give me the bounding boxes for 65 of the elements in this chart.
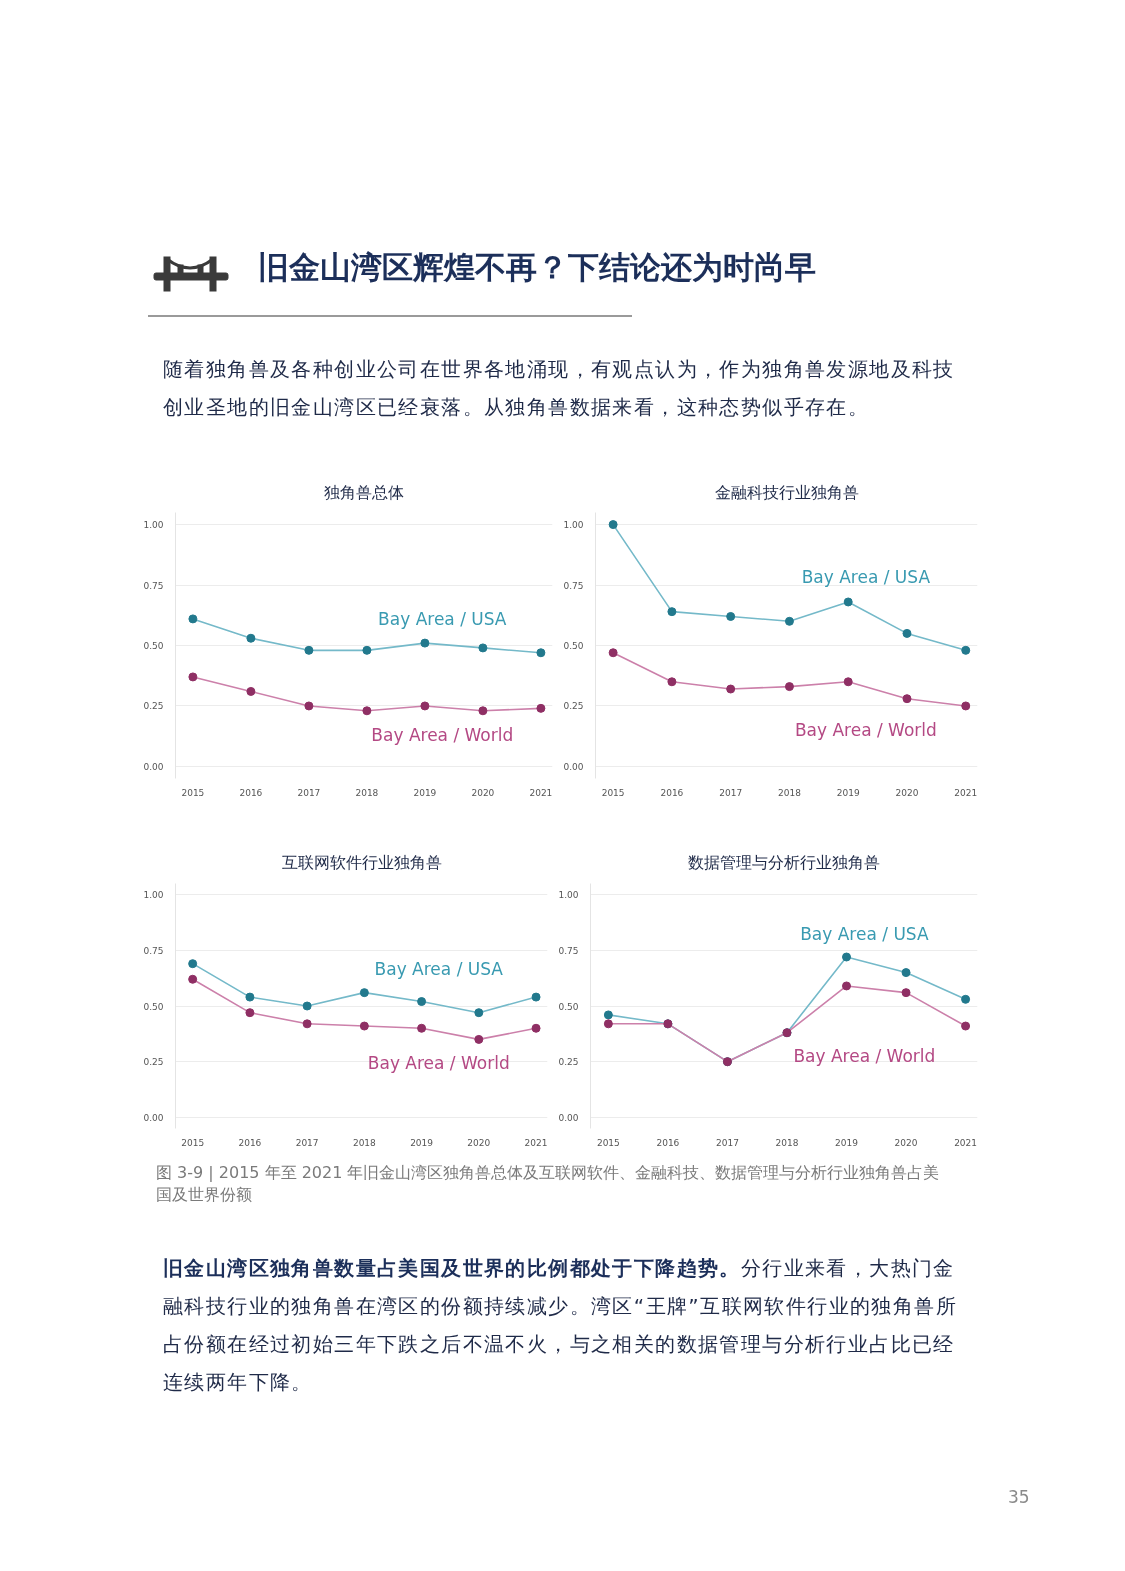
x-tick-label: 2019 — [413, 787, 437, 798]
y-tick-label: 0.75 — [563, 580, 584, 591]
y-tick-label: 0.25 — [563, 701, 584, 712]
x-tick-label: 2021 — [529, 787, 553, 798]
chart-title: 独角兽总体 — [324, 482, 404, 502]
x-tick-label: 2018 — [777, 787, 802, 798]
chart-title: 互联网软件行业独角兽 — [281, 852, 442, 872]
x-tick-label: 2015 — [596, 1137, 620, 1148]
y-tick-label: 0.50 — [558, 1001, 579, 1012]
y-tick-label: 0.50 — [143, 1001, 164, 1012]
x-tick-label: 2021 — [524, 1137, 548, 1148]
x-tick-label: 2017 — [715, 1137, 739, 1148]
y-tick-label: 1.00 — [558, 890, 579, 901]
y-tick-label: 0.00 — [563, 761, 584, 772]
text: 35 — [1008, 1486, 1030, 1509]
y-tick-label: 0.50 — [563, 641, 584, 651]
x-tick-label: 2016 — [656, 1137, 680, 1148]
y-tick-label: 0.00 — [143, 1112, 164, 1123]
y-tick-label: 0.75 — [143, 945, 164, 956]
series-label: Bay Area / USA — [378, 608, 507, 629]
x-tick-label: 2018 — [775, 1137, 799, 1148]
text: 随着独角兽及各种创业公司在世界各地涌现，有观点认为，作为独角兽发源地及科技创业圣地的旧金山湾区已经衰落。从独角兽数据来看，这种态势似乎存在。 — [163, 356, 956, 421]
x-tick-label: 2016 — [660, 787, 684, 798]
y-tick-label: 0.25 — [558, 1057, 579, 1068]
x-tick-label: 2016 — [239, 787, 263, 798]
y-tick-label: 0.25 — [143, 1057, 164, 1068]
x-tick-label: 2019 — [836, 787, 860, 798]
x-tick-label: 2021 — [954, 787, 978, 798]
series-label: Bay Area / World — [793, 1046, 936, 1067]
series-label: Bay Area / World — [794, 720, 937, 741]
y-tick-label: 0.50 — [143, 641, 164, 651]
y-tick-label: 1.00 — [563, 520, 584, 531]
x-tick-label: 2019 — [835, 1137, 859, 1148]
x-tick-label: 2015 — [181, 1137, 205, 1148]
x-tick-label: 2020 — [895, 787, 919, 798]
text: 旧金山湾区独角兽数量占美国及世界的比例都处于下降趋势。 — [163, 1256, 741, 1280]
x-tick-label: 2020 — [467, 1137, 491, 1148]
x-tick-label: 2015 — [181, 787, 205, 798]
y-tick-label: 0.75 — [143, 580, 164, 591]
y-tick-label: 0.75 — [558, 945, 579, 956]
y-tick-label: 0.00 — [143, 761, 164, 772]
x-tick-label: 2021 — [954, 1137, 978, 1148]
chart-title: 金融科技行业独角兽 — [714, 482, 859, 502]
x-tick-label: 2019 — [410, 1137, 434, 1148]
x-tick-label: 2018 — [355, 787, 379, 798]
y-tick-label: 1.00 — [143, 520, 164, 531]
series-label: Bay Area / USA — [374, 959, 504, 980]
x-tick-label: 2016 — [238, 1137, 262, 1148]
x-tick-label: 2017 — [719, 787, 743, 798]
x-tick-label: 2017 — [297, 787, 321, 798]
y-tick-label: 0.25 — [143, 701, 164, 712]
x-tick-label: 2017 — [295, 1137, 319, 1148]
y-tick-label: 1.00 — [143, 890, 164, 901]
caption: 图 3-9 | 2015 年至 2021 年旧金山湾区独角兽总体及互联网软件、金融科技、数据管理与分析行业独角兽占美国及世界份额 — [156, 1162, 941, 1206]
series-label: Bay Area / World — [371, 725, 514, 746]
series-label: Bay Area / USA — [800, 923, 929, 944]
y-tick-label: 0.00 — [558, 1112, 579, 1123]
series-label: Bay Area / USA — [801, 567, 931, 588]
x-tick-label: 2018 — [352, 1137, 377, 1148]
x-tick-label: 2020 — [471, 787, 495, 798]
series-label: Bay Area / World — [367, 1052, 510, 1073]
chart-title: 数据管理与分析行业独角兽 — [688, 852, 880, 872]
text: 旧金山湾区辉煌不再？下结论还为时尚早 — [258, 248, 816, 287]
x-tick-label: 2015 — [601, 787, 625, 798]
x-tick-label: 2020 — [894, 1137, 918, 1148]
